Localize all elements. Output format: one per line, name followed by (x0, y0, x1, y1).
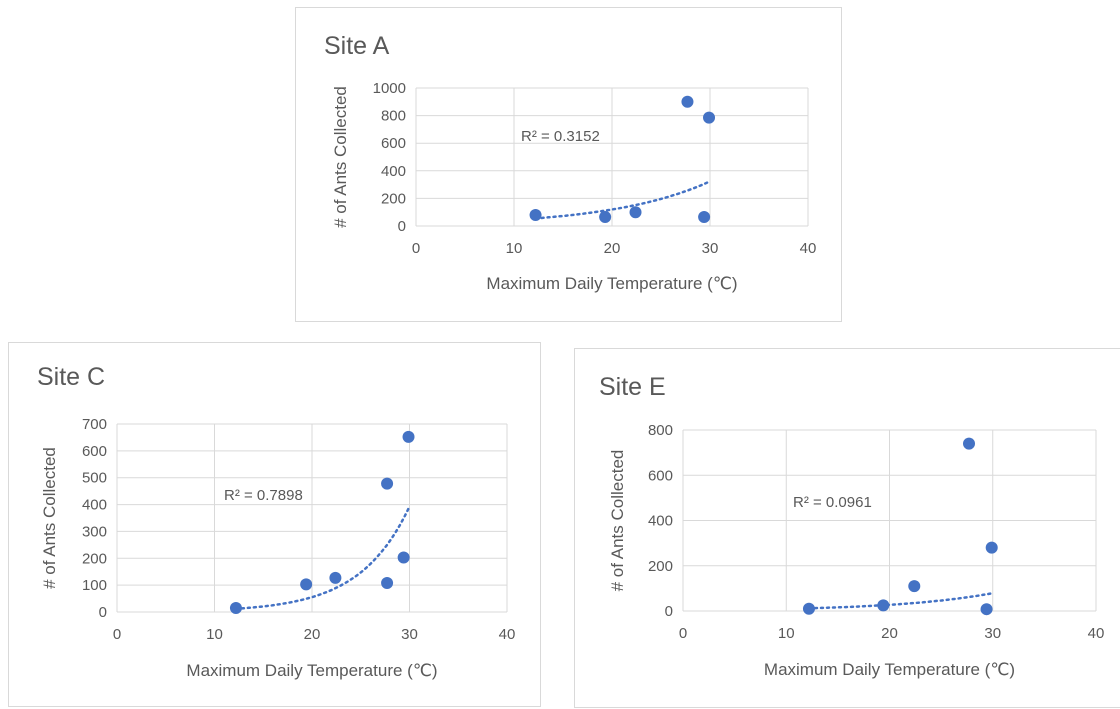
site-a-trendline (534, 180, 711, 220)
y-tick-label: 0 (398, 218, 406, 235)
site-a-chart: Site A 0 200 400 600 800 1000 0 10 20 30 40 Maximum … (324, 32, 817, 293)
data-point (985, 541, 998, 554)
x-tick-label: 20 (881, 625, 898, 642)
site-c-trendline (234, 507, 410, 611)
data-point (397, 551, 410, 564)
x-tick-label: 30 (984, 625, 1001, 642)
y-tick-label: 600 (82, 443, 107, 460)
site-c-chart: Site C 0 100 200 300 400 500 600 700 0 10 20 30 40 Max… (37, 363, 516, 680)
data-point (381, 477, 394, 490)
site-c-y-axis-label: # of Ants Collected (40, 447, 59, 589)
site-a-gridlines (415, 87, 809, 227)
site-e-y-axis-label: # of Ants Collected (608, 450, 627, 592)
y-tick-label: 0 (665, 603, 673, 620)
data-point (300, 578, 313, 591)
y-tick-label: 0 (99, 604, 107, 621)
x-tick-label: 30 (401, 626, 418, 643)
y-tick-label: 100 (82, 577, 107, 594)
y-tick-label: 400 (381, 163, 406, 180)
data-point (802, 602, 815, 615)
data-point (529, 208, 542, 221)
data-point (703, 111, 716, 124)
data-point (402, 430, 415, 443)
site-e-gridlines (682, 429, 1097, 612)
site-c-title: Site C (37, 363, 105, 391)
data-point (908, 580, 921, 593)
data-point (681, 95, 694, 108)
x-tick-label: 40 (800, 240, 817, 257)
chart-panel-site-e: Site E 0 200 400 600 800 0 10 20 30 40 Maximum Dail… (574, 348, 1120, 708)
y-tick-label: 800 (648, 422, 673, 439)
y-tick-label: 800 (381, 108, 406, 125)
x-tick-label: 40 (499, 626, 516, 643)
data-point (629, 206, 642, 219)
x-tick-label: 20 (604, 240, 621, 257)
site-a-title: Site A (324, 32, 390, 60)
data-point (229, 601, 242, 614)
site-e-x-axis-label: Maximum Daily Temperature (℃) (764, 660, 1015, 679)
site-a-r-squared-label: R² = 0.3152 (521, 128, 600, 145)
y-tick-label: 600 (381, 135, 406, 152)
data-point (329, 571, 342, 584)
site-a-y-axis-label: # of Ants Collected (331, 86, 350, 228)
y-tick-label: 1000 (373, 80, 406, 97)
data-point (877, 599, 890, 612)
y-tick-label: 600 (648, 467, 673, 484)
x-tick-label: 0 (412, 240, 420, 257)
y-tick-label: 200 (381, 190, 406, 207)
y-tick-label: 200 (648, 558, 673, 575)
x-tick-label: 0 (679, 625, 687, 642)
y-tick-label: 700 (82, 416, 107, 433)
x-tick-label: 30 (702, 240, 719, 257)
x-tick-label: 40 (1088, 625, 1105, 642)
y-tick-label: 300 (82, 523, 107, 540)
x-tick-label: 10 (506, 240, 523, 257)
x-tick-label: 20 (304, 626, 321, 643)
data-point (698, 211, 711, 224)
site-e-r-squared-label: R² = 0.0961 (793, 494, 872, 511)
x-tick-label: 0 (113, 626, 121, 643)
chart-panel-site-c: Site C 0 100 200 300 400 500 600 700 0 10 20 30 40 Max… (8, 342, 541, 707)
site-e-trendline (807, 592, 993, 610)
data-point (963, 437, 976, 450)
data-point (599, 211, 612, 224)
data-point (980, 603, 993, 616)
site-e-chart: Site E 0 200 400 600 800 0 10 20 30 40 Maximum Dail… (599, 373, 1105, 679)
y-tick-label: 500 (82, 470, 107, 487)
site-e-title: Site E (599, 373, 666, 401)
site-a-x-axis-label: Maximum Daily Temperature (℃) (486, 274, 737, 293)
x-tick-label: 10 (778, 625, 795, 642)
site-c-x-axis-label: Maximum Daily Temperature (℃) (186, 661, 437, 680)
site-c-r-squared-label: R² = 0.7898 (224, 487, 303, 504)
y-tick-label: 400 (82, 497, 107, 514)
y-tick-label: 400 (648, 513, 673, 530)
y-tick-label: 200 (82, 550, 107, 567)
x-tick-label: 10 (206, 626, 223, 643)
data-point (381, 576, 394, 589)
chart-panel-site-a: Site A 0 200 400 600 800 1000 0 10 20 30 40 Maximum … (295, 7, 842, 322)
